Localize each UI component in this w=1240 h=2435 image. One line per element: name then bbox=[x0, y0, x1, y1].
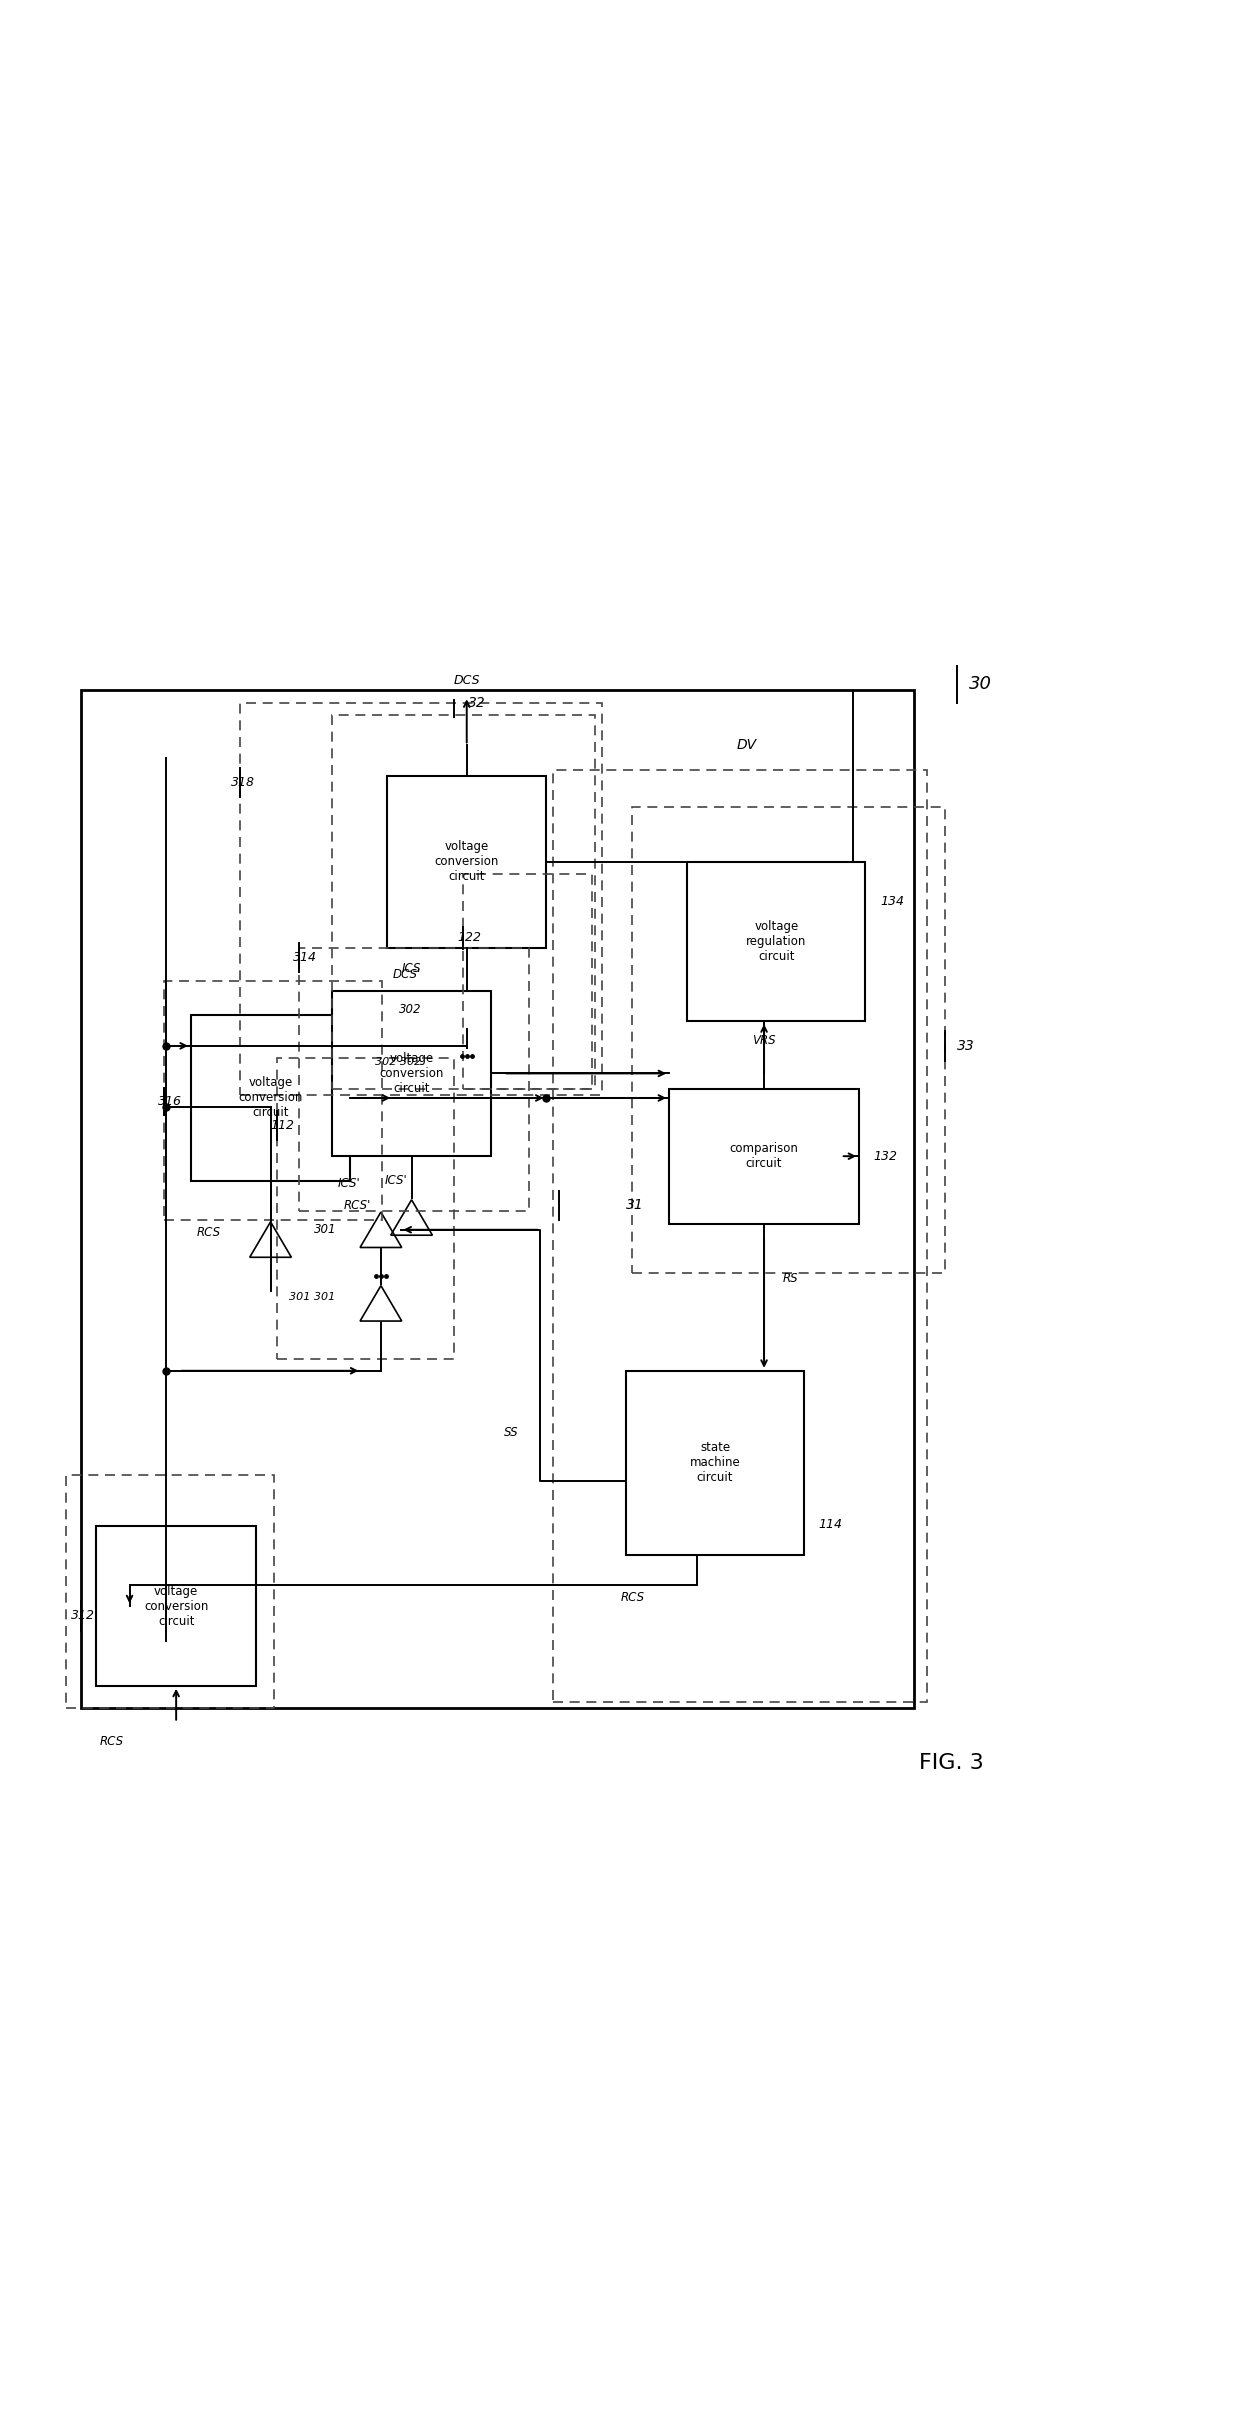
Text: state
machine
circuit: state machine circuit bbox=[689, 1442, 740, 1485]
Text: 32: 32 bbox=[467, 696, 485, 709]
Text: RS: RS bbox=[782, 1274, 799, 1286]
Text: SS: SS bbox=[503, 1424, 518, 1439]
Text: 30: 30 bbox=[970, 674, 992, 694]
Text: DCS: DCS bbox=[454, 674, 480, 687]
Text: 33: 33 bbox=[957, 1040, 975, 1052]
Text: RCS: RCS bbox=[620, 1590, 645, 1605]
Text: voltage
conversion
circuit: voltage conversion circuit bbox=[434, 840, 498, 884]
Bar bbox=[387, 777, 547, 947]
Text: 312: 312 bbox=[71, 1610, 94, 1622]
Text: RCS': RCS' bbox=[345, 1198, 372, 1213]
Text: ICS: ICS bbox=[402, 962, 422, 974]
Text: 302 302: 302 302 bbox=[374, 1057, 422, 1067]
Text: 301 301: 301 301 bbox=[289, 1293, 335, 1303]
Text: ICS': ICS' bbox=[339, 1176, 361, 1191]
Text: ICS': ICS' bbox=[384, 1174, 407, 1188]
Bar bbox=[553, 769, 926, 1702]
Text: VRS: VRS bbox=[753, 1035, 776, 1047]
Text: voltage
conversion
circuit: voltage conversion circuit bbox=[144, 1585, 208, 1627]
Text: 314: 314 bbox=[293, 952, 316, 964]
Text: comparison
circuit: comparison circuit bbox=[729, 1142, 799, 1171]
Text: FIG. 3: FIG. 3 bbox=[919, 1753, 983, 1773]
Text: RCS: RCS bbox=[197, 1225, 221, 1239]
Bar bbox=[277, 1059, 455, 1359]
Bar bbox=[164, 981, 382, 1220]
Text: 122: 122 bbox=[456, 933, 481, 945]
Text: voltage
conversion
circuit: voltage conversion circuit bbox=[379, 1052, 444, 1096]
Bar bbox=[239, 704, 601, 1096]
Bar bbox=[463, 874, 591, 1088]
Bar bbox=[81, 689, 914, 1707]
Text: 134: 134 bbox=[880, 896, 904, 908]
Bar bbox=[670, 1088, 859, 1225]
Text: DV: DV bbox=[737, 738, 756, 752]
Text: voltage
regulation
circuit: voltage regulation circuit bbox=[746, 920, 806, 964]
Text: 112: 112 bbox=[270, 1120, 295, 1132]
Bar bbox=[332, 991, 491, 1157]
Text: RCS: RCS bbox=[100, 1734, 124, 1748]
Bar bbox=[299, 947, 529, 1210]
Bar bbox=[632, 806, 945, 1274]
Bar bbox=[332, 716, 595, 1088]
Bar bbox=[66, 1476, 274, 1707]
Text: 318: 318 bbox=[232, 777, 255, 789]
Text: 316: 316 bbox=[157, 1093, 182, 1108]
Text: 301: 301 bbox=[314, 1222, 336, 1237]
Bar bbox=[626, 1371, 804, 1554]
Text: 132: 132 bbox=[874, 1149, 898, 1161]
Bar bbox=[191, 1015, 350, 1181]
Text: 31: 31 bbox=[626, 1198, 644, 1213]
Text: DCS': DCS' bbox=[393, 969, 422, 981]
Bar bbox=[97, 1527, 255, 1685]
Text: 114: 114 bbox=[818, 1517, 843, 1532]
Text: 302: 302 bbox=[399, 1003, 422, 1015]
Bar bbox=[687, 862, 866, 1020]
Text: voltage
conversion
circuit: voltage conversion circuit bbox=[238, 1076, 303, 1120]
